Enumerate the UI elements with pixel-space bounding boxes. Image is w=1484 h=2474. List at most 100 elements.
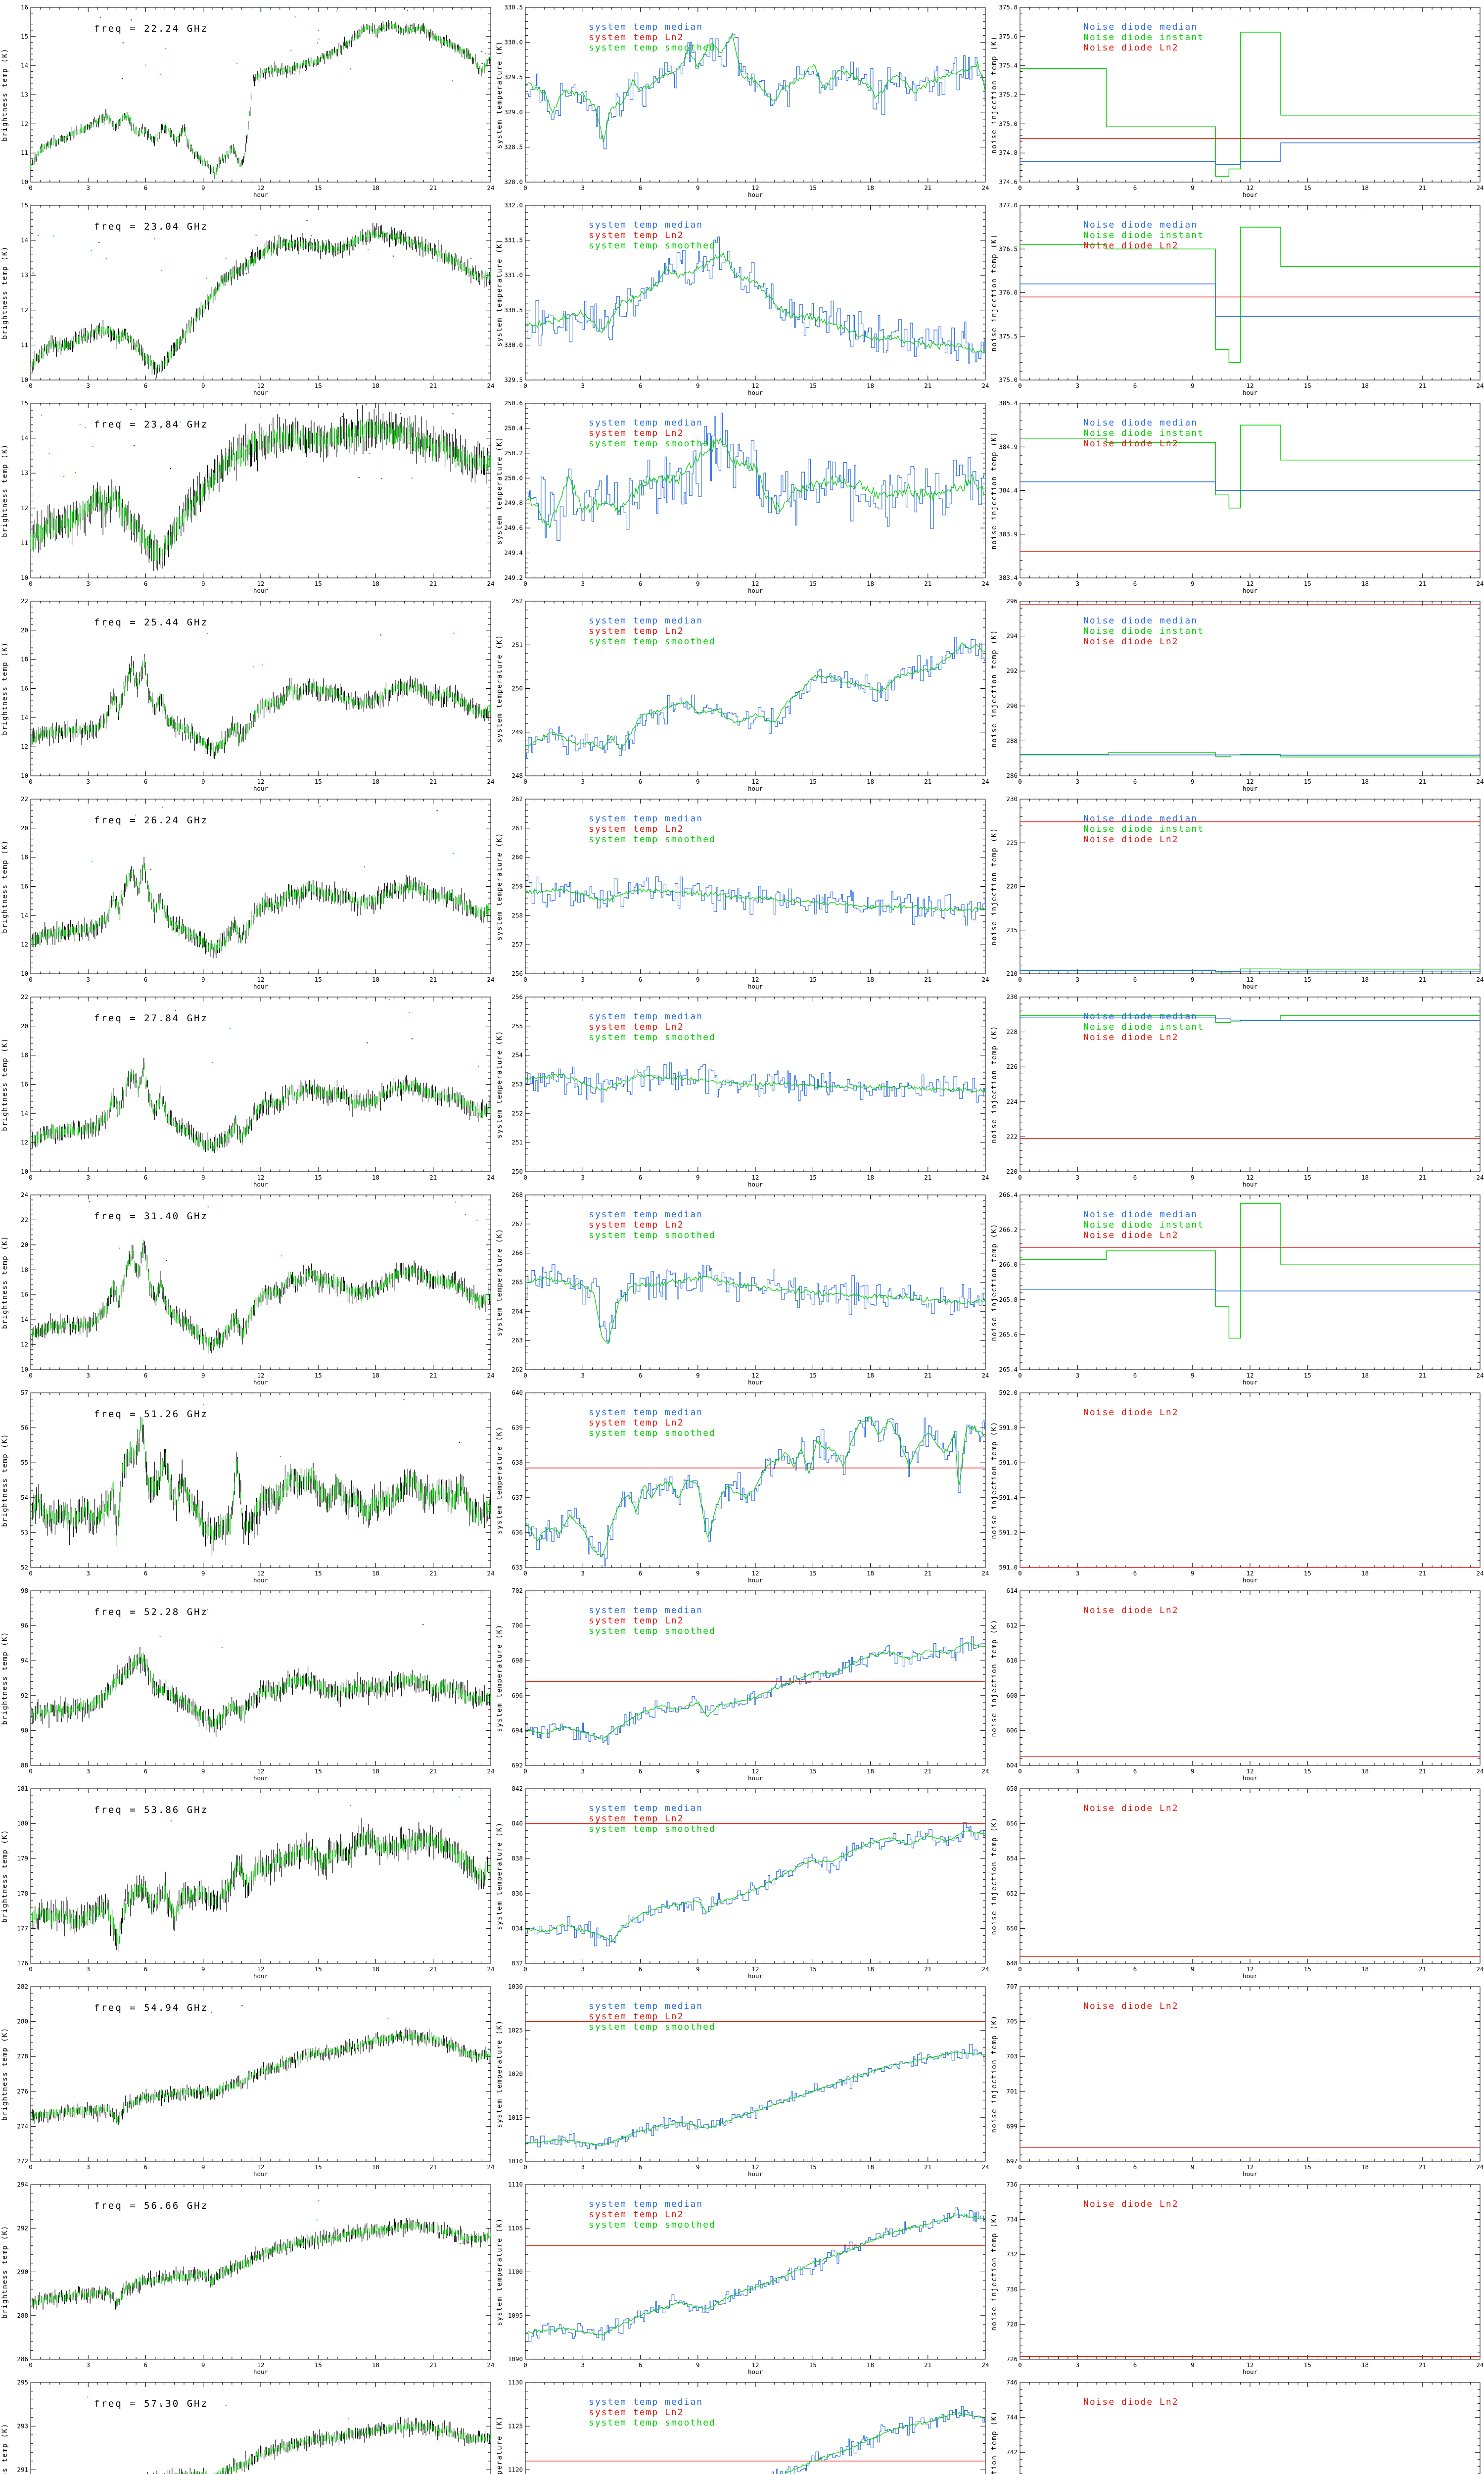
axis-ticks	[1020, 997, 1481, 1172]
x-tick-label: 21	[1419, 1372, 1426, 1379]
x-tick-label: 6	[1133, 1174, 1137, 1181]
outlier-dot	[457, 405, 459, 406]
outlier-dot	[403, 1399, 405, 1400]
y-tick-label: 263	[511, 1336, 523, 1344]
x-tick-label: 18	[1361, 1570, 1369, 1577]
x-tick-label: 6	[1133, 2163, 1137, 2171]
legend-entry: Noise diode Ln2	[1083, 834, 1179, 845]
x-axis-label: hour	[748, 389, 763, 396]
y-axis-label: system temperature (K)	[496, 1228, 504, 1336]
plot-cell-r10-right: 0 3 6 9 12 15 18 21 24 648 650 652 654 656 658 hour nois…	[989, 1781, 1484, 1979]
plot-cell-r7-left: 0 3 6 9 12 15 18 21 24 10 12 14 16 18 20 22 24 hour bright…	[0, 1188, 495, 1385]
y-tick-label: 256	[511, 993, 523, 1000]
outlier-dot	[445, 250, 447, 252]
x-tick-label: 21	[1419, 1174, 1426, 1181]
legend-entry: system temp Ln2	[589, 2011, 684, 2022]
legend-entry: system temp median	[589, 1011, 703, 1022]
outlier-dot	[106, 258, 107, 259]
x-axis-label: hour	[253, 785, 269, 792]
freq-title: freq = 25.44 GHz	[94, 617, 208, 628]
y-tick-label: 258	[511, 911, 523, 919]
y-tick-label: 249.2	[504, 574, 523, 581]
x-tick-label: 6	[1133, 1767, 1137, 1775]
outlier-dot	[222, 1647, 223, 1648]
axis-ticks	[1020, 799, 1481, 974]
x-axis-label: hour	[253, 389, 269, 396]
outlier-dot	[135, 814, 136, 816]
x-tick-label: 12	[1246, 580, 1253, 587]
y-tick-label: 251	[511, 641, 523, 648]
x-tick-label: 6	[144, 184, 148, 191]
freq-title: freq = 31.40 GHz	[94, 1211, 208, 1222]
x-tick-label: 15	[809, 2361, 817, 2369]
outlier-dot	[41, 414, 42, 416]
y-tick-label: 16	[21, 3, 28, 11]
scatter-green-series	[30, 418, 491, 562]
x-tick-label: 3	[1075, 1174, 1079, 1181]
y-tick-label: 178	[17, 1890, 28, 1897]
axis-ticks	[525, 2382, 986, 2470]
x-tick-label: 24	[1476, 580, 1484, 587]
axis-ticks	[30, 2184, 491, 2360]
y-tick-label: 278	[17, 2052, 28, 2060]
y-tick-label: 746	[1006, 2379, 1018, 2386]
axis-ticks	[525, 997, 986, 1172]
outlier-dot	[160, 2403, 161, 2405]
outlier-dot	[180, 421, 181, 423]
y-tick-label: 18	[21, 1051, 28, 1059]
x-tick-label: 0	[29, 1372, 33, 1379]
axis-ticks	[1020, 1590, 1481, 1766]
legend-entry: Noise diode instant	[1083, 626, 1204, 636]
noise-diode-plot: 0 3 6 9 12 15 18 21 24 220 222 224 226 228 230 hour nois…	[989, 990, 1484, 1188]
x-tick-label: 21	[429, 382, 437, 389]
outlier-dot	[409, 443, 410, 444]
y-tick-label: 640	[511, 1389, 523, 1396]
legend-entry: system temp median	[589, 2001, 703, 2011]
x-tick-label: 15	[315, 184, 322, 191]
y-tick-label: 16	[21, 883, 28, 890]
x-tick-label: 0	[523, 184, 527, 191]
x-tick-label: 9	[1191, 2361, 1195, 2369]
y-tick-label: 1030	[508, 1983, 523, 1990]
axis-ticks	[525, 7, 986, 183]
x-tick-label: 0	[523, 2163, 527, 2171]
y-axis-label: system temperature (K)	[496, 1030, 504, 1138]
y-tick-label: 22	[21, 993, 28, 1000]
y-tick-label: 250.6	[504, 399, 523, 407]
plot-cell-r3-mid: 0 3 6 9 12 15 18 21 24 249.2 249.4 249.6 249.8 250.0 2…	[495, 396, 989, 594]
y-axis-label: system temperature (K)	[496, 832, 504, 940]
x-tick-label: 9	[1191, 184, 1195, 191]
y-tick-label: 328.0	[504, 178, 523, 186]
x-tick-label: 24	[487, 976, 494, 983]
x-tick-label: 12	[751, 382, 759, 389]
y-tick-label: 222	[1006, 1133, 1018, 1140]
plot-cell-r1-right: 0 3 6 9 12 15 18 21 24 374.6 374.8 375.0 375.2 375.4 3…	[989, 0, 1484, 198]
scatter-green-series	[31, 657, 491, 756]
plot-cell-r2-right: 0 3 6 9 12 15 18 21 24 375.0 375.5 376.0 376.5 377.0 h…	[989, 198, 1484, 396]
x-tick-label: 0	[1018, 976, 1022, 983]
y-tick-label: 294	[1006, 632, 1018, 640]
y-tick-label: 834	[511, 1924, 523, 1932]
x-axis-label: hour	[748, 1379, 763, 1385]
x-tick-label: 15	[1304, 1174, 1311, 1181]
x-tick-label: 24	[487, 184, 494, 191]
x-tick-label: 21	[924, 1965, 931, 1973]
noise-diode-median-series	[1020, 142, 1480, 165]
x-axis-label: hour	[253, 2368, 269, 2375]
y-tick-label: 20	[21, 824, 28, 832]
x-tick-label: 12	[1246, 382, 1253, 389]
x-tick-label: 6	[144, 976, 148, 983]
x-tick-label: 12	[257, 1174, 264, 1181]
y-tick-label: 698	[511, 1657, 523, 1664]
y-tick-label: 375.8	[999, 3, 1018, 11]
x-tick-label: 18	[372, 184, 379, 191]
x-tick-label: 12	[257, 382, 264, 389]
x-tick-label: 6	[1133, 382, 1137, 389]
legend-entry: Noise diode Ln2	[1083, 2397, 1179, 2407]
y-tick-label: 266	[511, 1249, 523, 1257]
x-tick-label: 24	[1476, 1174, 1484, 1181]
x-tick-label: 9	[1191, 1767, 1195, 1775]
x-tick-label: 24	[1476, 976, 1484, 983]
y-tick-label: 608	[1006, 1692, 1018, 1699]
y-axis-label: brightness temp (K)	[1, 840, 9, 933]
